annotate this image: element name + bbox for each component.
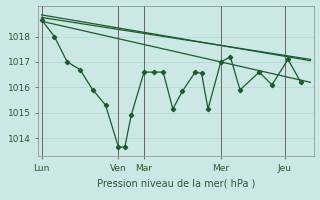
X-axis label: Pression niveau de la mer( hPa ): Pression niveau de la mer( hPa )	[97, 178, 255, 188]
